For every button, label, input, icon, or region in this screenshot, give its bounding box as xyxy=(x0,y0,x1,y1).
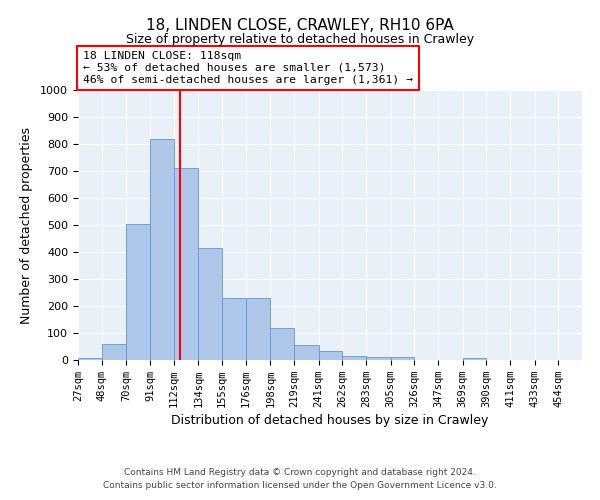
X-axis label: Distribution of detached houses by size in Crawley: Distribution of detached houses by size … xyxy=(172,414,488,427)
Y-axis label: Number of detached properties: Number of detached properties xyxy=(20,126,34,324)
Bar xyxy=(127,224,150,360)
Text: 18 LINDEN CLOSE: 118sqm
← 53% of detached houses are smaller (1,573)
46% of semi: 18 LINDEN CLOSE: 118sqm ← 53% of detache… xyxy=(83,52,413,84)
Bar xyxy=(391,358,415,360)
Text: 18, LINDEN CLOSE, CRAWLEY, RH10 6PA: 18, LINDEN CLOSE, CRAWLEY, RH10 6PA xyxy=(146,18,454,32)
Bar xyxy=(366,358,391,360)
Bar xyxy=(294,344,319,360)
Text: Size of property relative to detached houses in Crawley: Size of property relative to detached ho… xyxy=(126,32,474,46)
Text: Contains HM Land Registry data © Crown copyright and database right 2024.: Contains HM Land Registry data © Crown c… xyxy=(124,468,476,477)
Bar xyxy=(319,351,343,360)
Bar xyxy=(222,298,245,360)
Bar xyxy=(173,168,199,360)
Text: Contains public sector information licensed under the Open Government Licence v3: Contains public sector information licen… xyxy=(103,480,497,490)
Bar xyxy=(101,344,127,360)
Bar xyxy=(150,138,173,360)
Bar xyxy=(199,248,222,360)
Bar xyxy=(463,358,487,360)
Bar xyxy=(343,356,366,360)
Bar xyxy=(78,358,101,360)
Bar xyxy=(245,298,271,360)
Bar xyxy=(271,328,294,360)
